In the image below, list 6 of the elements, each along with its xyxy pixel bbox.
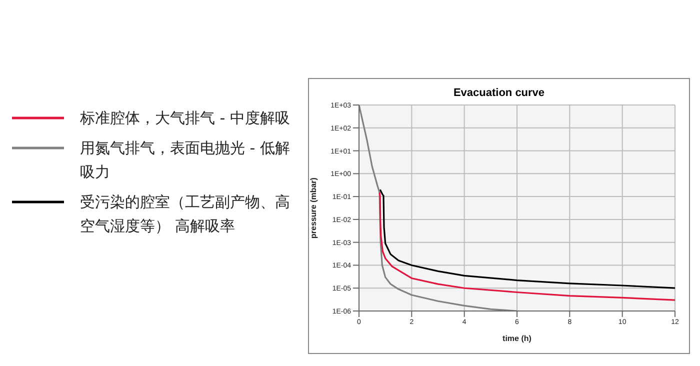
legend-label: 标准腔体，大气排气 - 中度解吸: [80, 108, 291, 129]
chart-title: Evacuation curve: [452, 87, 546, 99]
legend-label: 用氮气排气，表面电抛光 - 低解吸力: [80, 138, 291, 183]
x-axis-title: time (h): [502, 334, 532, 343]
y-axis-title: pressure (mbar): [308, 177, 318, 238]
legend-label: 受污染的腔室（工艺副产物、高空气湿度等） 高解吸率: [80, 192, 291, 237]
